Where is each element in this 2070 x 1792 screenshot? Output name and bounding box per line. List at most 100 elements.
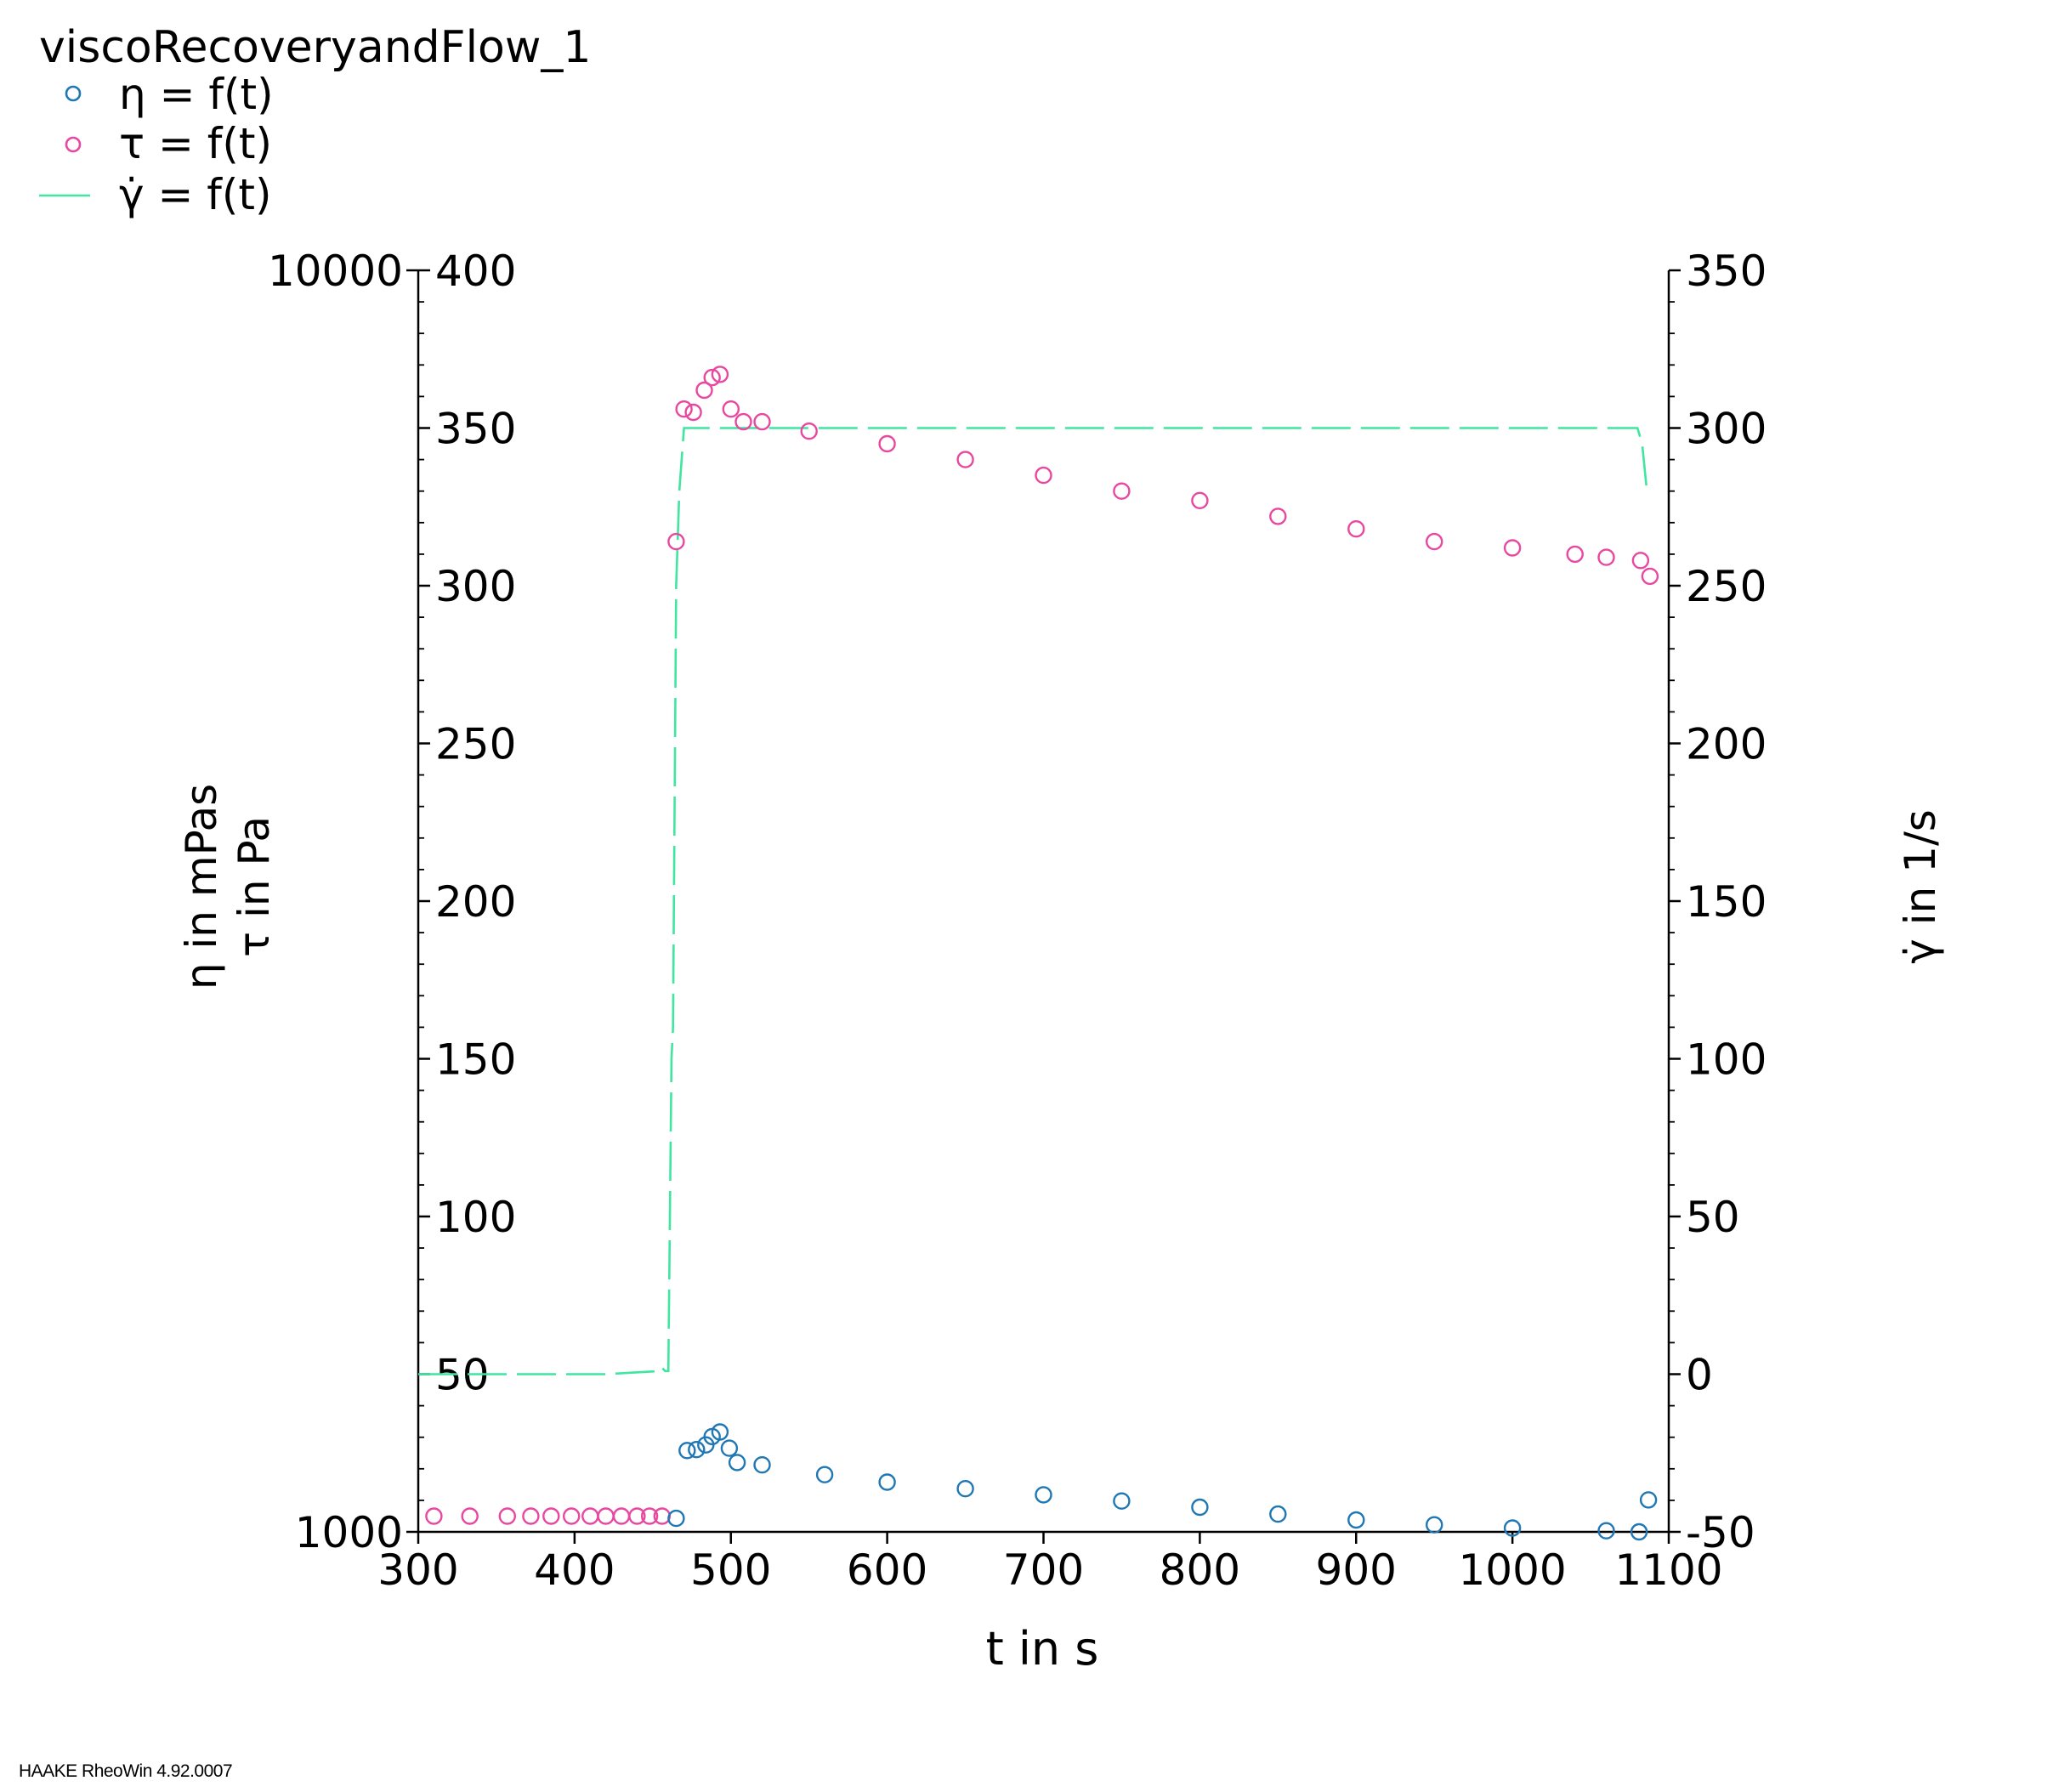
eta-point — [711, 1423, 729, 1441]
series-gamma — [418, 427, 1648, 1375]
right-tick-label: -50 — [1686, 1508, 1755, 1557]
tau-point — [640, 1507, 659, 1525]
tau-point — [753, 412, 771, 431]
eta-point — [1639, 1491, 1658, 1509]
tau-point — [667, 532, 685, 551]
eta-point — [878, 1473, 896, 1491]
tau-point — [1503, 539, 1522, 557]
right-tick-label: 300 — [1686, 405, 1767, 454]
tau-point — [1566, 545, 1584, 564]
tau-point — [695, 381, 713, 400]
tau-point — [1425, 532, 1443, 551]
minor-ticks — [418, 301, 1675, 1501]
tau-tick-label: 300 — [435, 562, 516, 611]
right-tick-labels: -50 0 50 100 150 200 250 300 350 — [1686, 247, 1767, 1557]
x-tick-label: 500 — [690, 1545, 771, 1595]
tau-point — [711, 366, 729, 383]
major-ticks — [406, 269, 1681, 1544]
eta-tick-labels: 1000 10000 — [268, 247, 403, 1557]
eta-point — [1503, 1519, 1522, 1537]
tau-point — [1641, 567, 1659, 586]
right-tick-label: 150 — [1686, 877, 1767, 927]
tau-point — [597, 1507, 615, 1525]
y-axis-label-right: γ̇ in 1/s — [1896, 809, 1945, 964]
eta-point — [1630, 1523, 1648, 1541]
tau-point — [498, 1507, 516, 1525]
y-axis-label-eta: η in mPas — [177, 784, 226, 990]
right-tick-label: 0 — [1686, 1351, 1713, 1400]
tau-point — [734, 412, 752, 431]
eta-point — [667, 1509, 685, 1528]
right-tick-label: 250 — [1686, 562, 1767, 611]
tau-point — [1347, 520, 1365, 538]
legend-eta-label: η = f(t) — [119, 70, 274, 119]
tau-point — [722, 400, 740, 418]
series-eta — [667, 1423, 1658, 1541]
eta-point — [720, 1439, 739, 1457]
eta-point — [753, 1455, 771, 1474]
tau-point — [675, 400, 693, 418]
tau-point — [1113, 482, 1131, 500]
legend-gamma-label: γ̇ = f(t) — [119, 170, 272, 219]
tau-point — [1631, 552, 1650, 570]
x-tick-labels: 300 400 500 600 700 800 900 1000 1100 — [377, 1545, 1722, 1595]
tau-tick-label: 100 — [435, 1193, 516, 1242]
tau-point — [563, 1507, 581, 1525]
x-tick-label: 800 — [1160, 1545, 1240, 1595]
tau-point — [628, 1507, 646, 1525]
axes — [406, 269, 1681, 1544]
tau-point — [878, 434, 896, 453]
x-tick-label: 1000 — [1459, 1545, 1567, 1595]
x-axis-label: t in s — [986, 1622, 1099, 1676]
tau-point — [1269, 508, 1287, 525]
eta-point — [1597, 1522, 1615, 1540]
tau-point — [522, 1507, 540, 1525]
series-tau — [425, 366, 1659, 1525]
gamma-series-line — [418, 427, 1648, 1375]
eta-point — [815, 1466, 834, 1483]
eta-point — [1113, 1492, 1131, 1510]
tau-point — [581, 1507, 599, 1525]
y-axis-label-tau: τ in Pa — [230, 816, 279, 957]
legend-eta-marker — [65, 85, 82, 102]
tau-tick-label: 400 — [435, 247, 516, 296]
tau-point — [1191, 491, 1209, 509]
eta-point — [956, 1479, 974, 1498]
eta-point — [1425, 1516, 1443, 1534]
eta-point — [678, 1442, 696, 1460]
tau-tick-label: 350 — [435, 405, 516, 454]
tau-tick-label: 200 — [435, 877, 516, 927]
software-footer: HAAKE RheoWin 4.92.0007 — [19, 1761, 233, 1781]
right-tick-label: 200 — [1686, 720, 1767, 769]
tau-point — [703, 368, 721, 387]
x-tick-label: 700 — [1003, 1545, 1084, 1595]
eta-tick-label: 1000 — [295, 1508, 403, 1557]
eta-point — [728, 1454, 746, 1472]
tau-tick-label: 250 — [435, 720, 516, 769]
eta-point — [1191, 1498, 1209, 1517]
tau-tick-label: 150 — [435, 1035, 516, 1085]
legend: η = f(t) τ = f(t) γ̇ = f(t) — [39, 70, 274, 219]
eta-tick-label: 10000 — [268, 247, 403, 296]
eta-point — [1269, 1505, 1287, 1523]
tau-point — [542, 1507, 560, 1525]
x-tick-label: 1100 — [1614, 1545, 1722, 1595]
right-tick-label: 350 — [1686, 247, 1767, 296]
tau-point — [1597, 548, 1615, 566]
legend-tau-label: τ = f(t) — [119, 119, 272, 168]
right-tick-label: 50 — [1686, 1193, 1740, 1242]
eta-point — [1347, 1511, 1365, 1529]
tau-point — [425, 1507, 443, 1525]
tau-point — [461, 1507, 479, 1525]
tau-point — [612, 1507, 631, 1525]
tau-point — [956, 451, 974, 468]
right-tick-label: 100 — [1686, 1035, 1767, 1085]
tau-point — [684, 403, 702, 422]
eta-point — [688, 1440, 706, 1459]
x-tick-label: 900 — [1316, 1545, 1397, 1595]
x-tick-label: 300 — [377, 1545, 458, 1595]
x-tick-label: 600 — [847, 1545, 927, 1595]
chart-title: viscoRecoveryandFlow_1 — [39, 22, 591, 73]
